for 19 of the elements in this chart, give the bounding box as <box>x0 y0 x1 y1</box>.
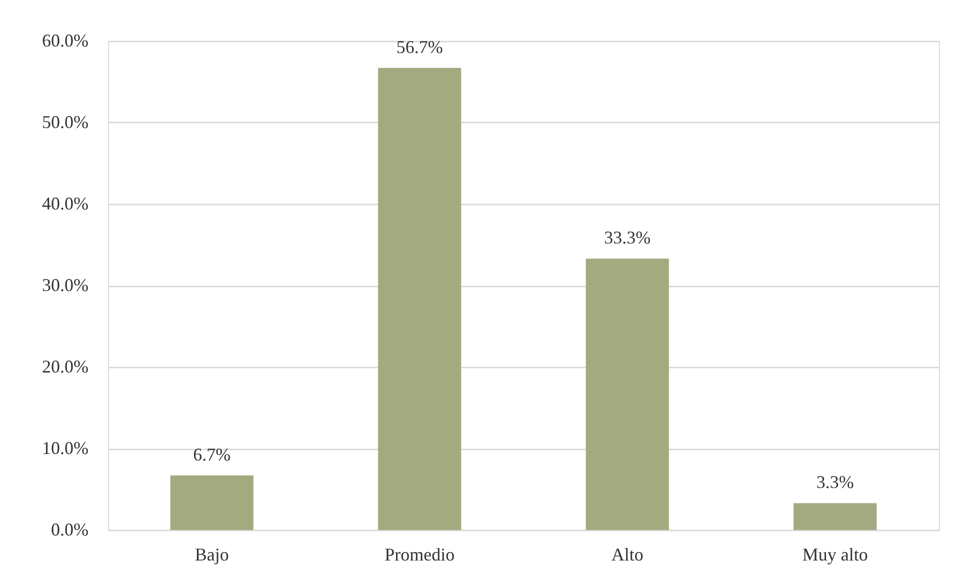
y-tick-label: 20.0% <box>42 356 88 376</box>
x-tick-label: Muy alto <box>802 544 868 564</box>
x-tick-label: Bajo <box>194 544 229 564</box>
data-label: 33.3% <box>604 228 651 248</box>
x-tick-label: Promedio <box>384 544 455 564</box>
bar <box>794 503 877 530</box>
y-tick-label: 40.0% <box>42 194 88 214</box>
x-tick-label: Alto <box>611 544 644 564</box>
y-tick-label: 0.0% <box>51 520 88 540</box>
y-tick-label: 50.0% <box>42 112 88 132</box>
y-tick-label: 10.0% <box>42 438 88 458</box>
bar <box>170 475 254 530</box>
data-label: 3.3% <box>816 472 854 492</box>
data-label: 6.7% <box>193 444 231 464</box>
data-label: 56.7% <box>396 36 443 57</box>
y-tick-label: 30.0% <box>42 275 88 295</box>
bar <box>586 258 669 530</box>
bar <box>378 68 462 530</box>
y-tick-label: 60.0% <box>42 30 88 50</box>
